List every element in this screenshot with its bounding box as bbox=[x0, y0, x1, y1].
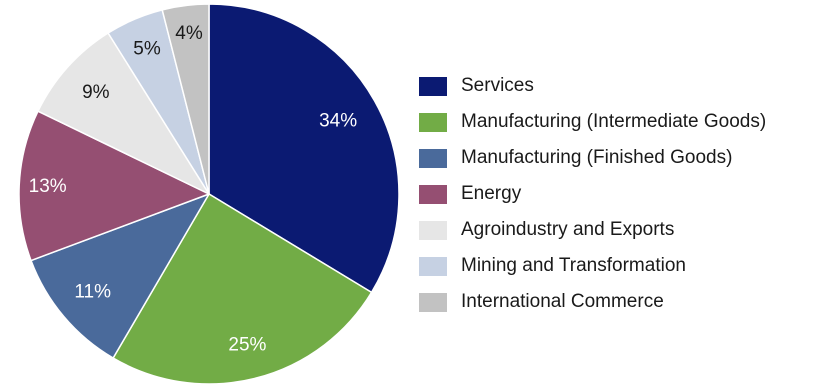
legend-item-manufacturing-intermediate: Manufacturing (Intermediate Goods) bbox=[419, 104, 766, 140]
pie-slice-services bbox=[208, 3, 400, 294]
legend-item-services: Services bbox=[419, 68, 766, 104]
pie-slice-manufacturing-intermediate bbox=[112, 193, 373, 385]
legend-label: Manufacturing (Finished Goods) bbox=[461, 147, 733, 168]
pie-slice-manufacturing-finished bbox=[30, 193, 210, 359]
legend-item-mining: Mining and Transformation bbox=[419, 248, 766, 284]
legend-swatch bbox=[419, 292, 447, 312]
legend: Services Manufacturing (Intermediate Goo… bbox=[419, 68, 766, 320]
slice-label-manufacturing-intermediate: 25% bbox=[228, 335, 266, 356]
slice-label-agroindustry: 9% bbox=[82, 82, 110, 103]
legend-swatch bbox=[419, 76, 447, 96]
legend-label: Manufacturing (Intermediate Goods) bbox=[461, 111, 767, 132]
legend-swatch bbox=[419, 220, 447, 240]
slice-label-services: 34% bbox=[319, 111, 357, 132]
legend-label: Agroindustry and Exports bbox=[461, 219, 675, 240]
legend-label: Mining and Transformation bbox=[461, 255, 686, 276]
slice-label-mining: 5% bbox=[133, 39, 161, 60]
pie-slice-agroindustry bbox=[37, 32, 210, 195]
legend-item-agroindustry: Agroindustry and Exports bbox=[419, 212, 766, 248]
legend-label: Services bbox=[461, 75, 534, 96]
slice-label-manufacturing-finished: 11% bbox=[74, 281, 111, 302]
pie-slice-international-commerce bbox=[161, 3, 210, 195]
legend-swatch bbox=[419, 148, 447, 168]
legend-swatch bbox=[419, 256, 447, 276]
pie-slice-energy bbox=[18, 110, 210, 262]
slice-label-international-commerce: 4% bbox=[175, 23, 203, 44]
legend-item-manufacturing-finished: Manufacturing (Finished Goods) bbox=[419, 140, 766, 176]
legend-item-international-commerce: International Commerce bbox=[419, 284, 766, 320]
legend-label: International Commerce bbox=[461, 291, 664, 312]
legend-label: Energy bbox=[461, 183, 522, 204]
legend-swatch bbox=[419, 184, 447, 204]
legend-swatch bbox=[419, 112, 447, 132]
legend-item-energy: Energy bbox=[419, 176, 766, 212]
slice-label-energy: 13% bbox=[29, 176, 67, 197]
